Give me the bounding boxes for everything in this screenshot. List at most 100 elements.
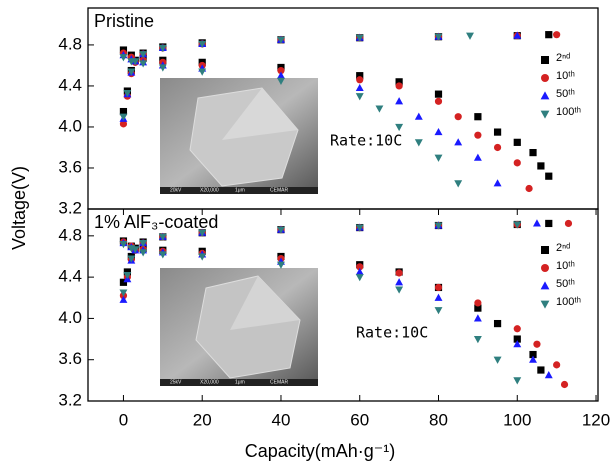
marker (119, 54, 128, 62)
marker (434, 90, 443, 98)
marker (395, 123, 404, 132)
marker (355, 274, 364, 282)
inset-label: X20,000 (200, 379, 219, 385)
marker (127, 68, 136, 76)
y-tick-label: 3.6 (58, 349, 82, 368)
legend-marker (541, 56, 549, 64)
marker (434, 33, 443, 41)
marker (513, 31, 522, 39)
marker (395, 269, 403, 277)
marker (355, 267, 364, 276)
inset-label: X20,000 (200, 187, 219, 193)
marker (139, 51, 148, 59)
marker (119, 241, 128, 249)
marker (473, 336, 482, 344)
inset-label: CEMAR (270, 379, 288, 385)
marker (525, 184, 533, 193)
annotation: Rate:10C (356, 324, 428, 342)
marker (198, 68, 207, 76)
marker (123, 272, 132, 280)
marker (277, 71, 285, 79)
marker (158, 64, 167, 72)
marker (493, 356, 502, 364)
marker (533, 340, 541, 348)
marker (473, 153, 482, 161)
marker (493, 143, 502, 152)
x-tick-label: 120 (582, 410, 610, 429)
legend-marker (541, 74, 549, 82)
y-tick-label: 4.4 (58, 267, 82, 286)
marker (532, 219, 541, 227)
marker (454, 113, 462, 121)
marker (560, 380, 569, 389)
inset-label: 20kV (170, 187, 182, 193)
marker (277, 36, 285, 44)
marker (454, 138, 463, 146)
legend-marker (540, 281, 550, 290)
marker (474, 131, 482, 139)
y-tick-label: 3.2 (58, 198, 82, 217)
marker (513, 377, 522, 385)
marker (119, 113, 128, 121)
marker (198, 40, 207, 49)
marker (123, 90, 132, 98)
marker (356, 72, 364, 80)
marker (474, 299, 482, 307)
x-tick-label: 80 (429, 410, 448, 429)
marker (434, 97, 443, 105)
y-tick-label: 4.8 (58, 225, 82, 244)
y-tick-label: 4.0 (58, 308, 82, 327)
marker (537, 366, 545, 374)
marker (119, 278, 128, 286)
marker (466, 32, 474, 40)
marker (545, 31, 553, 39)
marker (119, 295, 128, 303)
inset-label: 1μm (235, 187, 245, 193)
x-tick-label: 0 (119, 410, 128, 429)
marker (529, 355, 537, 363)
inset-image (160, 268, 318, 386)
marker (493, 179, 502, 187)
marker (454, 180, 463, 188)
marker (553, 361, 561, 369)
marker (139, 249, 148, 257)
marker (537, 162, 545, 170)
x-axis-label: Capacity(mAh·g⁻¹) (245, 441, 396, 461)
inset-image (160, 78, 318, 194)
marker (355, 83, 364, 92)
y-tick-label: 3.2 (58, 390, 82, 409)
inset-label: 1μm (235, 379, 245, 385)
marker (355, 224, 364, 232)
y-tick-label: 4.4 (58, 75, 82, 94)
marker (564, 219, 573, 228)
y-tick-label: 4.0 (58, 116, 82, 135)
marker (513, 340, 522, 348)
marker (277, 66, 285, 75)
marker (158, 233, 167, 242)
annotation: Rate:10C (330, 132, 402, 150)
marker (395, 78, 403, 86)
marker (434, 127, 443, 136)
marker (414, 139, 423, 147)
legend-label: 100ᵗʰ (556, 296, 581, 308)
marker (198, 229, 207, 237)
legend-label: 2ⁿᵈ (556, 242, 570, 254)
inset-label: 25kV (170, 379, 182, 385)
legend-marker (541, 264, 549, 272)
marker (544, 371, 553, 379)
marker (139, 60, 148, 68)
marker (395, 286, 404, 294)
legend-label: 50ᵗʰ (556, 278, 575, 290)
marker (139, 240, 148, 248)
plot-frame (87, 208, 599, 402)
marker (127, 245, 136, 253)
marker (127, 255, 136, 263)
marker (277, 226, 285, 234)
x-tick-label: 60 (350, 410, 369, 429)
marker (158, 251, 167, 259)
marker (356, 76, 364, 84)
marker (375, 105, 384, 113)
marker (434, 307, 443, 315)
legend-marker (541, 246, 549, 254)
